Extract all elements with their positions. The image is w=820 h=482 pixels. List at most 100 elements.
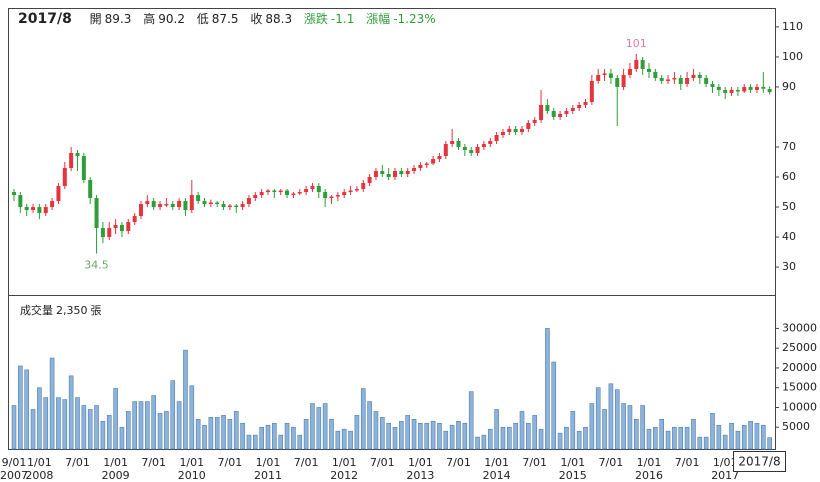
close-value: 88.3	[265, 12, 293, 26]
candle-body	[177, 201, 182, 208]
candle-body	[335, 195, 340, 197]
volume-bar	[456, 421, 461, 450]
y-tick-label: 50	[782, 200, 796, 213]
volume-bar	[659, 419, 665, 450]
x-year-label: 2013	[406, 469, 434, 482]
volume-bar	[240, 422, 245, 450]
candle-body	[393, 171, 397, 178]
volume-bar	[526, 422, 531, 450]
volume-bar	[710, 413, 715, 450]
x-tick-label: 1/01	[179, 456, 204, 469]
candle-body	[37, 207, 42, 214]
volume-bar	[208, 417, 214, 450]
volume-bar	[291, 426, 296, 450]
low-label: 低	[196, 12, 209, 26]
candle-body	[513, 128, 518, 132]
candle-body	[602, 73, 607, 75]
volume-bar	[195, 419, 201, 450]
volume-bar	[18, 365, 23, 450]
volume-bar	[494, 409, 499, 450]
candle-body	[767, 89, 772, 93]
volume-bar	[278, 434, 284, 450]
candle-body	[266, 190, 270, 193]
volume-bar	[379, 417, 385, 450]
candle-body	[278, 190, 283, 193]
volume-bar	[576, 430, 582, 450]
x-tick-label: 7/01	[446, 456, 471, 469]
volume-bar	[138, 401, 144, 450]
candle-body	[526, 122, 531, 129]
volume-bar	[583, 426, 588, 450]
candle-body	[139, 204, 143, 217]
close-label: 收	[250, 12, 263, 26]
volume-bar	[176, 401, 182, 450]
candle-body	[520, 128, 524, 132]
volume-bar	[443, 430, 449, 450]
volume-bar	[329, 419, 334, 450]
candle-body	[227, 205, 232, 208]
candle-body	[539, 104, 544, 120]
volume-bar	[716, 424, 722, 450]
volume-bar	[589, 403, 595, 450]
volume-bar	[81, 405, 87, 450]
candle-body	[558, 113, 563, 117]
candle-body	[107, 228, 112, 238]
candle-body	[443, 143, 448, 157]
candle-body	[405, 171, 410, 175]
candle-body	[234, 205, 239, 208]
volume-bar	[722, 434, 728, 450]
volume-bar	[564, 426, 569, 450]
candle-body	[456, 140, 461, 147]
candle-body	[380, 171, 385, 175]
x-tick-label: 1/01	[27, 456, 52, 469]
candle-body	[437, 156, 442, 160]
x-tick-label: 7/01	[675, 456, 700, 469]
volume-bar	[411, 419, 417, 450]
crosshair-box	[733, 451, 786, 472]
volume-bar	[164, 411, 169, 450]
volume-bar	[157, 413, 163, 450]
volume-bar	[100, 421, 106, 450]
candle-body	[202, 201, 207, 205]
y-tick-label: 40	[782, 230, 796, 243]
volume-bar	[532, 415, 538, 450]
volume-bar	[538, 428, 544, 450]
volume-bar	[56, 397, 61, 450]
candle-body	[304, 189, 309, 193]
volume-bar	[405, 415, 411, 450]
volume-bar	[322, 403, 328, 450]
volume-bar	[551, 361, 557, 450]
candle-body	[145, 201, 150, 205]
candle-body	[716, 86, 721, 90]
candle-body	[723, 89, 728, 93]
x-tick-label: 7/01	[65, 456, 90, 469]
candle-body	[316, 186, 321, 193]
volume-bar	[741, 424, 747, 450]
candle-body	[729, 89, 734, 93]
volume-title: 成交量	[20, 304, 53, 317]
volume-bar	[75, 397, 80, 450]
volume-bar	[678, 426, 684, 450]
candle-body	[196, 195, 201, 202]
volume-bar	[633, 419, 639, 450]
candle-body	[373, 171, 378, 178]
volume-bar	[24, 369, 30, 450]
volume-bar	[392, 426, 398, 450]
x-year-label: 2015	[559, 469, 587, 482]
candle-body	[589, 80, 594, 102]
candle-body	[126, 222, 131, 232]
y2-tick-label: 30000	[782, 321, 817, 334]
crosshair-label: 2017/8	[738, 455, 780, 469]
candle-body	[88, 180, 93, 199]
candle-body	[488, 140, 493, 144]
volume-bar	[519, 411, 525, 450]
x-tick-label: 7/01	[599, 456, 624, 469]
candle-body	[386, 174, 391, 178]
volume-bar	[284, 422, 290, 450]
low-value: 87.5	[211, 12, 239, 26]
volume-bar	[748, 421, 753, 450]
volume-bar	[545, 328, 550, 450]
volume-bar	[646, 428, 652, 450]
candle-body	[418, 165, 423, 169]
volume-bar	[272, 422, 277, 450]
